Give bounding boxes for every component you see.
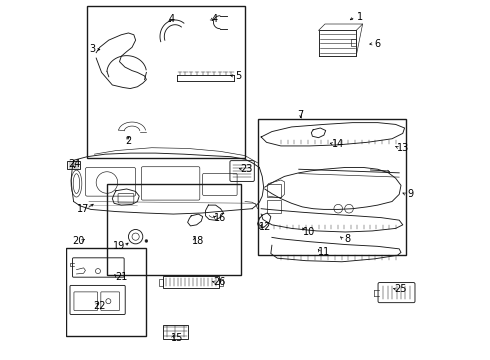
Bar	[68, 161, 80, 169]
Text: 4: 4	[169, 14, 174, 24]
Bar	[258, 119, 406, 255]
Text: 7: 7	[297, 111, 304, 121]
Bar	[67, 248, 147, 336]
Text: 20: 20	[72, 236, 84, 246]
Text: 13: 13	[397, 143, 409, 153]
Bar	[87, 6, 245, 158]
Bar	[351, 40, 356, 46]
Text: 22: 22	[94, 301, 106, 311]
Text: 23: 23	[241, 164, 253, 174]
Text: 26: 26	[214, 277, 226, 287]
Bar	[159, 279, 163, 286]
Text: 4: 4	[212, 14, 218, 24]
Text: 25: 25	[395, 284, 407, 294]
Text: 16: 16	[214, 213, 226, 222]
Text: 15: 15	[171, 333, 183, 343]
Text: 11: 11	[318, 247, 330, 257]
Text: 14: 14	[332, 139, 344, 149]
Text: 1: 1	[357, 12, 363, 22]
Text: 8: 8	[344, 234, 350, 244]
Circle shape	[145, 239, 148, 242]
Bar	[267, 184, 281, 197]
Bar	[267, 201, 281, 213]
Text: 6: 6	[375, 39, 381, 49]
Bar	[107, 184, 242, 275]
Bar	[219, 279, 223, 286]
Bar	[163, 276, 219, 288]
Bar	[163, 325, 188, 338]
Text: 10: 10	[303, 227, 316, 237]
Text: 2: 2	[125, 136, 132, 145]
Text: 21: 21	[115, 272, 127, 282]
Text: 12: 12	[259, 222, 271, 231]
Text: 9: 9	[407, 189, 413, 199]
Text: 17: 17	[77, 204, 90, 214]
Text: 19: 19	[113, 241, 125, 251]
Text: 18: 18	[192, 236, 204, 246]
Text: 24: 24	[69, 159, 81, 169]
Text: 5: 5	[235, 71, 241, 81]
Text: 3: 3	[90, 44, 96, 54]
